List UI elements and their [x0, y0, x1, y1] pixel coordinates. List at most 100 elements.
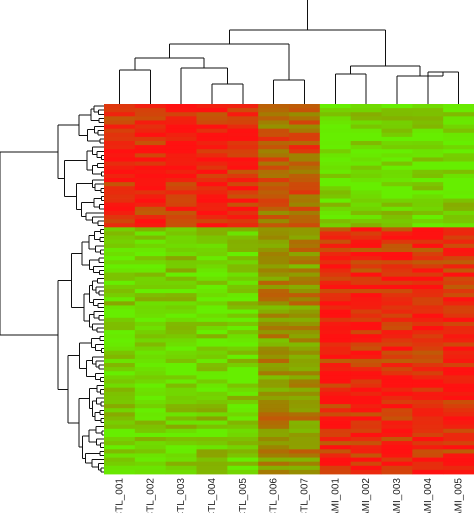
heatmap-cell: [134, 108, 167, 113]
heatmap-cell: [196, 108, 228, 113]
heatmap-cell: [381, 379, 413, 384]
heatmap-cell: [134, 165, 167, 171]
heatmap-cell: [412, 132, 444, 138]
heatmap-cell: [258, 169, 290, 175]
heatmap-cell: [412, 219, 444, 224]
heatmap-cell: [104, 256, 136, 261]
heatmap-cell: [443, 272, 474, 278]
heatmap-cell: [258, 371, 290, 376]
heatmap-cell: [227, 342, 259, 347]
heatmap-cell: [165, 186, 197, 191]
heatmap-cell: [196, 404, 228, 409]
heatmap-cell: [104, 383, 136, 389]
heatmap-cell: [258, 367, 290, 372]
heatmap-cell: [227, 469, 259, 475]
heatmap-cell: [289, 289, 321, 294]
heatmap-cell: [381, 260, 413, 265]
heatmap-cell: [104, 465, 136, 471]
heatmap-cell: [350, 128, 382, 134]
heatmap-cell: [258, 297, 290, 302]
heatmap-cell: [350, 124, 382, 130]
heatmap-cell: [443, 358, 474, 364]
heatmap-cell: [381, 465, 413, 471]
heatmap-cell: [165, 243, 197, 249]
heatmap-cell: [196, 301, 228, 306]
heatmap-cell: [350, 231, 382, 236]
heatmap-cell: [381, 449, 413, 454]
heatmap-cell: [165, 145, 197, 150]
heatmap-cell: [350, 104, 382, 109]
heatmap-cell: [165, 412, 197, 417]
heatmap-cell: [412, 449, 444, 454]
heatmap-cell: [443, 441, 474, 446]
heatmap-cell: [165, 342, 197, 347]
heatmap-cell: [104, 157, 136, 162]
heatmap-cell: [350, 395, 382, 401]
heatmap-cell: [319, 260, 352, 265]
heatmap-cell: [196, 161, 228, 167]
heatmap-cell: [258, 375, 290, 380]
heatmap-cell: [412, 465, 444, 471]
heatmap-cell: [165, 441, 197, 446]
heatmap-cell: [381, 371, 413, 376]
heatmap-cell: [258, 194, 290, 199]
heatmap-cell: [227, 145, 259, 150]
heatmap-cell: [350, 342, 382, 347]
heatmap-cell: [196, 387, 228, 393]
heatmap-cell: [227, 391, 259, 397]
heatmap-cell: [104, 391, 136, 397]
heatmap-cell: [350, 350, 382, 356]
heatmap-cell: [227, 424, 259, 430]
heatmap-cell: [381, 363, 413, 368]
heatmap-cell: [443, 268, 474, 273]
heatmap-cell: [227, 215, 259, 220]
heatmap-cell: [165, 215, 197, 220]
heatmap-cell: [443, 367, 474, 372]
heatmap-cell: [381, 128, 413, 134]
heatmap-cell: [319, 457, 352, 463]
heatmap-cell: [227, 465, 259, 471]
heatmap-cell: [196, 260, 228, 265]
heatmap-cell: [134, 350, 167, 356]
heatmap-cell: [381, 404, 413, 409]
heatmap-cell: [165, 404, 197, 409]
heatmap-cell: [196, 371, 228, 376]
heatmap-cell: [412, 457, 444, 463]
heatmap-cell: [258, 412, 290, 417]
heatmap-cell: [412, 165, 444, 171]
heatmap-cell: [443, 219, 474, 224]
heatmap-cell: [104, 260, 136, 265]
heatmap-cell: [381, 408, 413, 413]
heatmap-cell: [412, 235, 444, 241]
heatmap-cell: [165, 297, 197, 302]
heatmap-cell: [104, 178, 136, 183]
heatmap-cell: [196, 367, 228, 372]
heatmap-cell: [319, 424, 352, 430]
heatmap-cell: [412, 116, 444, 121]
heatmap-cell: [196, 198, 228, 204]
heatmap-cell: [350, 424, 382, 430]
heatmap-cell: [258, 243, 290, 249]
heatmap-cell: [134, 128, 167, 134]
heatmap-cell: [289, 132, 321, 138]
heatmap-cell: [350, 116, 382, 121]
heatmap-cell: [319, 210, 352, 216]
heatmap-cell: [381, 157, 413, 162]
column-label: AMI_003: [392, 478, 403, 513]
heatmap-cell: [443, 412, 474, 417]
heatmap-cell: [412, 301, 444, 306]
heatmap-cell: [289, 153, 321, 158]
heatmap-cell: [227, 453, 259, 458]
heatmap-cell: [443, 178, 474, 183]
heatmap-cell: [165, 210, 197, 216]
heatmap-cell: [165, 437, 197, 442]
heatmap-cell: [443, 354, 474, 360]
heatmap-cell: [289, 186, 321, 191]
heatmap-cell: [134, 465, 167, 471]
heatmap-cell: [381, 210, 413, 216]
heatmap-cell: [104, 239, 136, 245]
heatmap-cell: [104, 182, 136, 187]
heatmap-cell: [289, 338, 321, 343]
heatmap-cell: [227, 132, 259, 138]
heatmap-cell: [165, 132, 197, 138]
